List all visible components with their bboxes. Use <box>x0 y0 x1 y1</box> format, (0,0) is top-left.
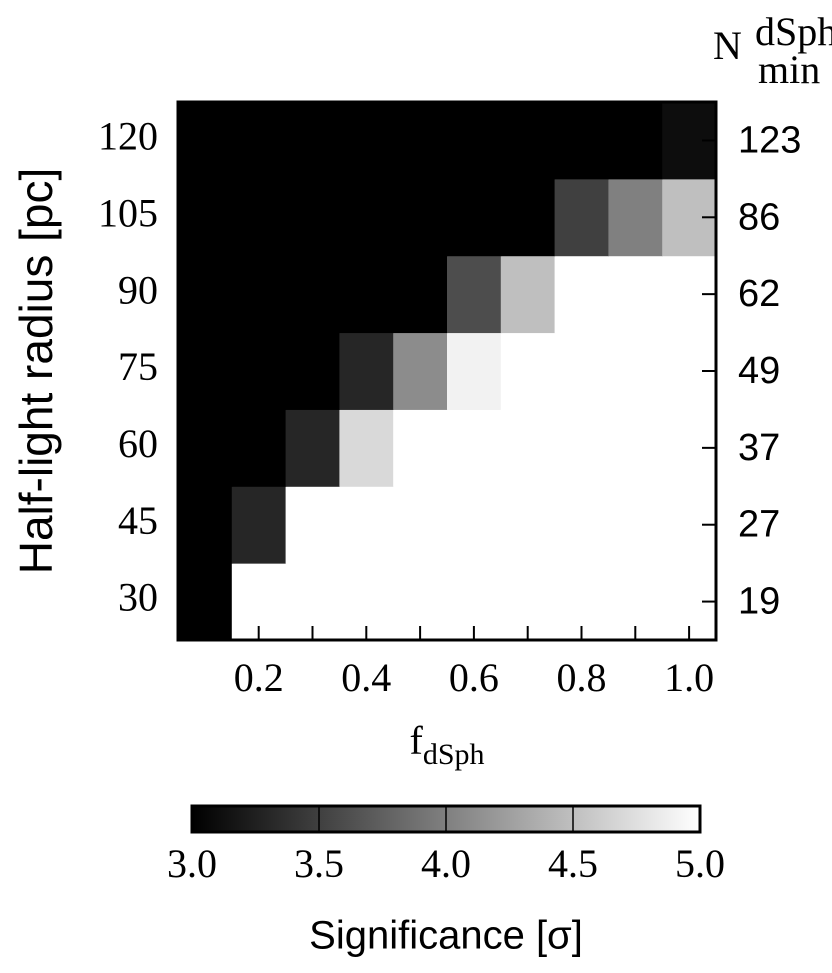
y2-axis-label: N <box>713 23 742 68</box>
cell <box>231 178 287 257</box>
cell <box>554 178 609 257</box>
x-label-base: f <box>409 718 423 763</box>
y2-tick-label: 86 <box>738 196 780 238</box>
cell <box>393 102 448 180</box>
cell <box>500 178 556 257</box>
x-axis-label: fdSph <box>409 718 484 771</box>
x-label-sub: dSph <box>423 738 485 771</box>
cell <box>231 409 287 487</box>
cell <box>608 332 663 410</box>
y2-label-sup: dSph <box>755 9 832 54</box>
cell <box>447 486 502 564</box>
y-tick-label: 60 <box>118 421 158 466</box>
cell <box>500 486 556 564</box>
cell <box>231 102 287 180</box>
x-tick-label: 0.2 <box>234 655 284 700</box>
cell <box>285 486 340 564</box>
cell <box>608 102 663 180</box>
colorbar-tick-label: 5.0 <box>675 841 725 886</box>
cell <box>339 102 394 180</box>
cell <box>231 332 287 410</box>
y2-tick-label: 27 <box>738 504 780 546</box>
y2-label-sub: min <box>758 47 820 92</box>
y-tick-label: 45 <box>118 498 158 543</box>
y-axis-label: Half-light radius [pc] <box>10 168 62 575</box>
cell <box>608 178 663 257</box>
cell <box>447 255 502 334</box>
cell <box>500 409 556 487</box>
cell <box>554 409 609 487</box>
cell <box>339 486 394 564</box>
heatmap <box>178 102 717 641</box>
cell <box>447 409 502 487</box>
cell <box>285 409 340 487</box>
y-tick-label: 90 <box>118 267 158 312</box>
y2-tick-label: 49 <box>738 350 780 392</box>
cell <box>393 332 448 410</box>
colorbar-label: Significance [σ] <box>309 914 583 958</box>
cell <box>339 409 394 487</box>
colorbar-tick-label: 3.5 <box>294 841 344 886</box>
y2-label-base: N <box>713 23 742 68</box>
cell <box>447 332 502 410</box>
x-tick-label: 0.4 <box>341 655 391 700</box>
y2-tick-label: 19 <box>738 581 780 623</box>
cell <box>608 409 663 487</box>
cell <box>554 255 609 334</box>
colorbar-tick-label: 3.0 <box>167 841 217 886</box>
cell <box>447 102 502 180</box>
cell <box>285 102 340 180</box>
y2-tick-label: 37 <box>738 427 780 469</box>
cell <box>393 409 448 487</box>
y-tick-label: 30 <box>118 575 158 620</box>
y2-tick-label: 123 <box>738 119 801 161</box>
cell <box>231 486 287 564</box>
cell <box>285 178 340 257</box>
colorbar-tick-label: 4.0 <box>421 841 471 886</box>
cell <box>554 332 609 410</box>
cell <box>554 486 609 564</box>
cell <box>339 332 394 410</box>
y-tick-label: 105 <box>98 190 158 235</box>
cell <box>608 486 663 564</box>
cell <box>285 255 340 334</box>
x-tick-label: 0.8 <box>557 655 607 700</box>
cell <box>339 178 394 257</box>
x-tick-label: 0.6 <box>449 655 499 700</box>
cell <box>339 255 394 334</box>
cell <box>554 102 609 180</box>
cell <box>393 178 448 257</box>
cell <box>500 332 556 410</box>
cell <box>231 255 287 334</box>
y2-tick-label: 62 <box>738 273 780 315</box>
cell <box>608 255 663 334</box>
x-tick-label: 1.0 <box>664 655 714 700</box>
cell <box>500 102 556 180</box>
y-tick-label: 120 <box>98 114 158 159</box>
cell <box>285 332 340 410</box>
cell <box>447 178 502 257</box>
cell <box>500 255 556 334</box>
colorbar-tick-label: 4.5 <box>548 841 598 886</box>
y-tick-label: 75 <box>118 344 158 389</box>
cell <box>393 486 448 564</box>
cell <box>393 255 448 334</box>
